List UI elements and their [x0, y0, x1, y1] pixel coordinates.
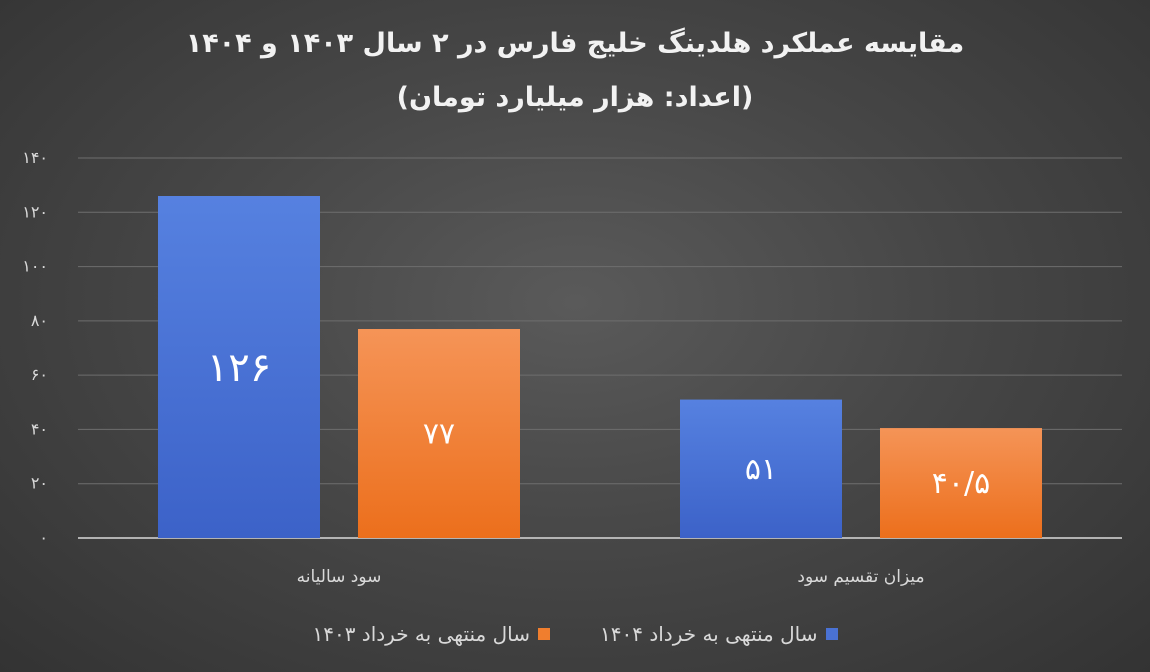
bar-0-0 — [158, 196, 320, 538]
y-tick-label: ۴۰ — [31, 419, 48, 438]
x-tick-label: سود سالیانه — [297, 567, 382, 587]
legend-label-1403: سال منتهی به خرداد ۱۴۰۳ — [312, 622, 530, 646]
data-label: ۵۱ — [745, 452, 777, 487]
chart-subtitle: (اعداد: هزار میلیارد تومان) — [396, 82, 754, 113]
y-tick-label: ۲۰ — [31, 474, 48, 493]
y-tick-label: ۱۲۰ — [22, 202, 48, 221]
chart-title: مقایسه عملکرد هلدینگ خلیج فارس در ۲ سال … — [185, 28, 965, 59]
legend-swatch-1404 — [825, 628, 838, 640]
bar-1-0 — [680, 399, 842, 538]
y-tick-label: ۱۰۰ — [22, 257, 48, 276]
legend-label-1404: سال منتهی به خرداد ۱۴۰۴ — [600, 622, 818, 646]
legend-swatch-1403 — [538, 628, 550, 640]
data-label: ۴۰/۵ — [932, 466, 990, 501]
bar-1-1 — [880, 428, 1042, 538]
data-label: ۱۲۶ — [207, 345, 271, 391]
legend: سال منتهی به خرداد ۱۴۰۴ سال منتهی به خرد… — [0, 622, 1150, 646]
y-tick-label: ۰ — [39, 528, 48, 547]
y-tick-label: ۶۰ — [31, 365, 48, 384]
y-tick-label: ۸۰ — [31, 311, 48, 330]
data-label: ۷۷ — [423, 417, 455, 452]
legend-item-1403: سال منتهی به خرداد ۱۴۰۳ — [312, 622, 550, 646]
y-tick-label: ۱۴۰ — [22, 148, 48, 167]
x-tick-label: میزان تقسیم سود — [797, 567, 924, 587]
bar-0-1 — [358, 329, 520, 538]
legend-item-1404: سال منتهی به خرداد ۱۴۰۴ — [600, 622, 838, 646]
